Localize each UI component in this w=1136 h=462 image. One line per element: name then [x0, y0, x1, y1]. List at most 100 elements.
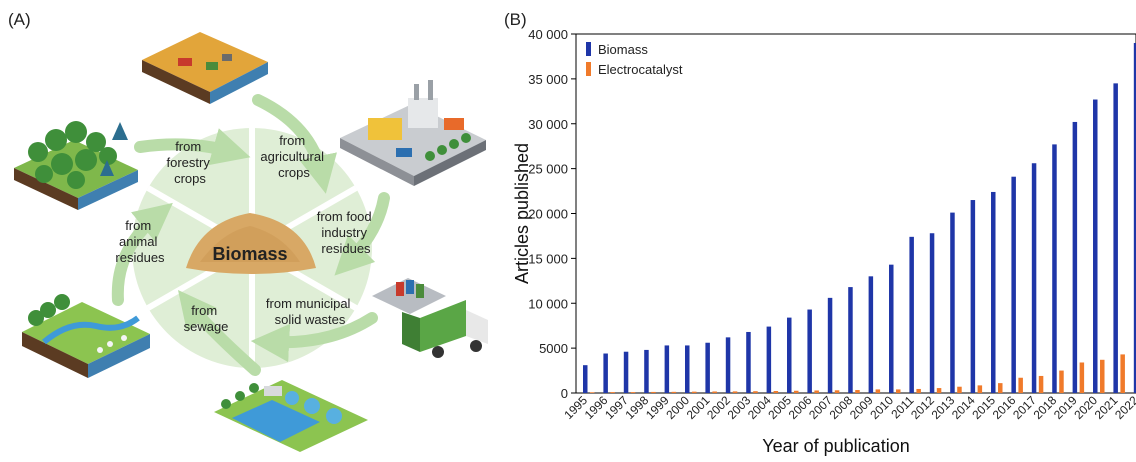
bar-electrocatalyst-2007 [834, 390, 840, 393]
y-tick-label: 15 000 [528, 251, 568, 266]
articles-bar-chart: (B) 0 5000 10 000 15 000 20 000 25 000 30 000 3… [500, 0, 1136, 457]
bar-electrocatalyst-2015 [998, 383, 1003, 393]
bar-biomass-2015 [991, 191, 996, 393]
bar-electrocatalyst-2012 [936, 388, 942, 393]
bar-biomass-2005 [787, 317, 792, 393]
y-tick-label: 5000 [539, 341, 568, 356]
x-axis: 1995199619971998199920002001200220032004… [561, 393, 1136, 422]
bar-electrocatalyst-1999 [671, 391, 677, 393]
bar-biomass-2002 [725, 337, 731, 393]
bar-electrocatalyst-2008 [855, 390, 860, 393]
bar-electrocatalyst-2010 [896, 389, 901, 393]
bar-biomass-2016 [1011, 176, 1016, 393]
cycle-arrows [111, 94, 390, 376]
bar-electrocatalyst-1997 [630, 392, 636, 393]
bar-biomass-2006 [807, 309, 812, 393]
y-tick-label: 0 [561, 386, 568, 401]
bar-biomass-1999 [664, 345, 670, 393]
arrow-forestry [134, 128, 251, 166]
bar-electrocatalyst-2020 [1100, 359, 1105, 393]
y-tick-label: 10 000 [528, 296, 568, 311]
bar-electrocatalyst-2011 [916, 388, 921, 393]
bar-electrocatalyst-2017 [1038, 375, 1044, 393]
bar-electrocatalyst-1996 [610, 392, 615, 393]
bar-electrocatalyst-2018 [1059, 370, 1064, 393]
bar-electrocatalyst-2006 [814, 390, 819, 393]
y-tick-label: 20 000 [528, 207, 568, 222]
bar-biomass-2008 [848, 287, 853, 393]
animal-farm-icon [22, 294, 150, 378]
bar-biomass-2003 [746, 331, 751, 393]
y-tick-label: 35 000 [528, 72, 568, 87]
bar-biomass-2007 [827, 297, 833, 393]
bar-biomass-2011 [909, 236, 914, 393]
arrow-sewage [178, 290, 261, 376]
bar-electrocatalyst-2004 [773, 391, 779, 393]
y-axis-label: Articles published [512, 143, 532, 284]
y-axis: 0 5000 10 000 15 000 20 000 25 000 30 000 35 00… [528, 27, 576, 401]
forestry-label: from forestry crops [167, 139, 214, 186]
agricultural-field-icon [142, 32, 268, 104]
biomass-pile-icon [186, 213, 316, 274]
y-tick-label: 40 000 [528, 27, 568, 42]
x-axis-label: Year of publication [762, 436, 909, 456]
bar-electrocatalyst-2001 [712, 391, 717, 393]
municipal-label: from municipal solid wastes [266, 296, 354, 327]
y-tick-label: 30 000 [528, 117, 568, 132]
bar-biomass-2014 [970, 200, 976, 393]
bar-biomass-2018 [1052, 144, 1057, 393]
bar-biomass-2013 [950, 212, 955, 393]
bar-electrocatalyst-1995 [590, 392, 595, 393]
bar-biomass-2020 [1093, 99, 1098, 393]
bar-biomass-2017 [1031, 163, 1037, 393]
bar-biomass-2021 [1113, 83, 1118, 394]
bar-electrocatalyst-2016 [1018, 377, 1023, 393]
food-industry-icon [340, 80, 486, 186]
forest-icon [14, 121, 138, 210]
bar-electrocatalyst-2013 [957, 386, 962, 393]
y-tick-label: 25 000 [528, 162, 568, 177]
arrow-agricultural [252, 94, 337, 194]
sewage-plant-icon [214, 380, 368, 452]
bars [583, 42, 1136, 394]
sewage-label: from sewage [184, 303, 229, 334]
bar-biomass-2019 [1072, 121, 1078, 393]
bar-biomass-2022 [1133, 42, 1136, 393]
arrow-municipal [250, 312, 378, 363]
food-industry-label: from food industry residues [317, 209, 376, 256]
bar-biomass-1998 [644, 349, 649, 393]
bar-biomass-2004 [766, 326, 772, 393]
arrow-food [334, 192, 390, 276]
legend-swatch [586, 62, 591, 76]
bar-electrocatalyst-2019 [1079, 362, 1085, 393]
legend: Biomass Electrocatalyst [586, 42, 683, 77]
bar-biomass-1996 [603, 353, 608, 393]
bar-biomass-1995 [583, 365, 588, 393]
agricultural-label: from agricultural crops [260, 133, 327, 180]
animal-label: from animal residues [115, 218, 165, 265]
bar-biomass-1997 [623, 351, 629, 393]
biomass-sources-diagram: (A) [0, 0, 500, 457]
bar-biomass-2009 [868, 276, 874, 393]
arrow-animal [111, 202, 173, 306]
bar-electrocatalyst-2021 [1120, 354, 1125, 393]
bar-biomass-2000 [685, 345, 690, 393]
bar-electrocatalyst-1998 [651, 391, 656, 393]
panel-a-label: (A) [8, 10, 31, 29]
bar-biomass-2001 [705, 342, 710, 393]
plot-frame [575, 33, 1136, 394]
legend-entry: Electrocatalyst [598, 62, 683, 77]
bar-electrocatalyst-2000 [692, 391, 697, 393]
biomass-center-label: Biomass [212, 244, 287, 264]
legend-entry: Biomass [598, 42, 648, 57]
bar-electrocatalyst-2014 [977, 385, 983, 393]
diagram-canvas: Biomass from forestry crops from agricul… [14, 32, 488, 452]
bar-biomass-2010 [889, 264, 894, 393]
bar-electrocatalyst-2009 [875, 389, 881, 393]
bar-electrocatalyst-2003 [753, 391, 758, 393]
chart-canvas: 0 5000 10 000 15 000 20 000 25 000 30 000 35 00… [512, 27, 1136, 456]
bar-electrocatalyst-2002 [732, 391, 738, 393]
legend-swatch [586, 42, 591, 56]
panel-b-label: (B) [504, 10, 527, 29]
x-tick-label: 2022 [1112, 393, 1136, 422]
